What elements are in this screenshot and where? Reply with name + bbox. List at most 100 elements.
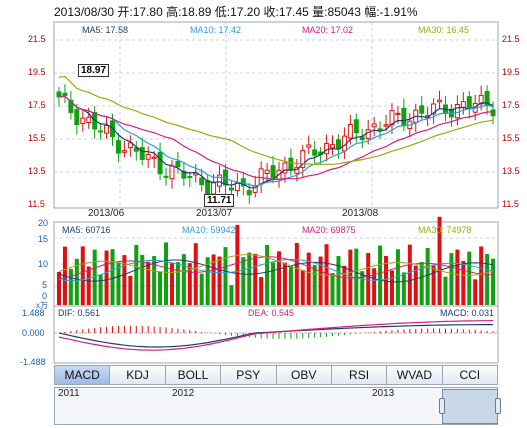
volume-bar xyxy=(449,253,453,305)
candle-body xyxy=(99,131,103,132)
candle-body xyxy=(164,176,168,177)
volume-bar xyxy=(455,250,459,305)
candle-body xyxy=(229,188,233,190)
volume-bar xyxy=(301,270,305,305)
volume-bar xyxy=(295,243,299,305)
price-tick-left: 15.5 xyxy=(28,133,46,143)
ma-lines xyxy=(59,77,493,188)
candle-body xyxy=(206,181,210,194)
volume-bar xyxy=(390,270,394,305)
candle-body xyxy=(176,161,180,166)
tab-psy[interactable]: PSY xyxy=(221,365,276,385)
volume-bar xyxy=(128,276,132,305)
ma30-label: MA30: 16.45 xyxy=(418,25,469,35)
candle-body xyxy=(140,148,144,160)
time-navigator[interactable] xyxy=(54,387,498,425)
navigator-year: 2012 xyxy=(172,388,194,399)
volume-bar xyxy=(105,251,109,305)
candle-body xyxy=(378,129,382,130)
tab-cci[interactable]: CCI xyxy=(443,365,498,385)
volume-bar xyxy=(247,253,251,305)
candle-body xyxy=(116,141,120,153)
candle-body xyxy=(313,150,317,155)
price-tick-left: 21.5 xyxy=(28,34,46,44)
date-tick: 2013/06 xyxy=(88,208,124,219)
high-price-tag: 18.97 xyxy=(78,64,109,77)
candle-body xyxy=(188,177,192,178)
macd-tick: -1.488 xyxy=(20,357,46,367)
volume-bar xyxy=(366,253,370,305)
candle-body xyxy=(307,145,311,147)
candle-body xyxy=(152,157,156,158)
candle-body xyxy=(170,166,174,179)
tab-boll[interactable]: BOLL xyxy=(166,365,221,385)
navigator-year: 2013 xyxy=(372,388,394,399)
volume-bar xyxy=(443,277,447,305)
vol-ma30-label: MA30: 74978 xyxy=(418,225,472,235)
volume-grid xyxy=(54,238,498,286)
volume-bar xyxy=(372,268,376,305)
navigator-left-handle[interactable] xyxy=(439,398,445,414)
candle-body xyxy=(259,169,263,184)
candle-body xyxy=(122,151,126,153)
volume-bar xyxy=(134,245,138,305)
volume-bar xyxy=(253,254,257,305)
volume-bar xyxy=(479,246,483,305)
candle-body xyxy=(63,93,67,95)
candle-body xyxy=(360,137,364,140)
candle-body xyxy=(455,104,459,117)
macd-dif-label: DIF: 0.561 xyxy=(58,308,100,318)
volume-bar xyxy=(342,266,346,305)
tab-macd[interactable]: MACD xyxy=(54,365,110,385)
candle-body xyxy=(87,117,91,122)
tab-kdj[interactable]: KDJ xyxy=(110,365,165,385)
macd-dea-label: DEA: 0.545 xyxy=(248,308,294,318)
candle-body xyxy=(396,113,400,114)
candle-body xyxy=(354,120,358,133)
candle-body xyxy=(420,106,424,113)
volume-bar xyxy=(223,247,227,305)
ma10-label: MA10: 17.42 xyxy=(190,25,241,35)
candles xyxy=(57,84,495,204)
candle-body xyxy=(289,158,293,169)
volume-bar xyxy=(378,246,382,305)
volume-tick: 10 xyxy=(38,259,48,269)
navigator-selection[interactable] xyxy=(442,389,498,424)
volume-bar xyxy=(200,274,204,305)
tab-rsi[interactable]: RSI xyxy=(332,365,387,385)
volume-bar xyxy=(265,245,269,305)
candle-body xyxy=(467,97,471,109)
volume-bar xyxy=(432,266,436,305)
volume-bar xyxy=(229,285,233,305)
candle-body xyxy=(372,124,376,127)
price-tick-right: 11.5 xyxy=(502,199,519,209)
macd-tick: 1.488 xyxy=(22,308,45,318)
volume-bar xyxy=(182,254,186,305)
price-tick-right: 21.5 xyxy=(502,34,520,44)
price-tick-right: 17.5 xyxy=(502,100,520,110)
tab-obv[interactable]: OBV xyxy=(277,365,332,385)
volume-tick: 15 xyxy=(38,234,48,244)
volume-bar xyxy=(283,263,287,305)
volume-bar xyxy=(176,262,180,305)
volume-bar xyxy=(325,244,329,305)
macd-tick: 0.000 xyxy=(22,328,45,338)
candle-body xyxy=(212,183,216,194)
tab-wvad[interactable]: WVAD xyxy=(387,365,442,385)
low-price-tag: 11.71 xyxy=(204,194,234,207)
volume-bar xyxy=(289,266,293,305)
volume-bar xyxy=(307,253,311,305)
navigator-right-handle[interactable] xyxy=(495,398,501,414)
volume-bar xyxy=(81,246,85,305)
candle-body xyxy=(438,100,442,102)
volume-bar xyxy=(331,273,335,305)
volume-bar xyxy=(408,245,412,305)
volume-bar xyxy=(164,242,168,305)
volume-bar xyxy=(194,243,198,305)
candle-body xyxy=(402,108,406,125)
volume-bar xyxy=(99,275,103,305)
volume-bar xyxy=(319,257,323,305)
candle-body xyxy=(146,154,150,159)
volume-bar xyxy=(402,272,406,305)
volume-bar xyxy=(122,255,126,305)
